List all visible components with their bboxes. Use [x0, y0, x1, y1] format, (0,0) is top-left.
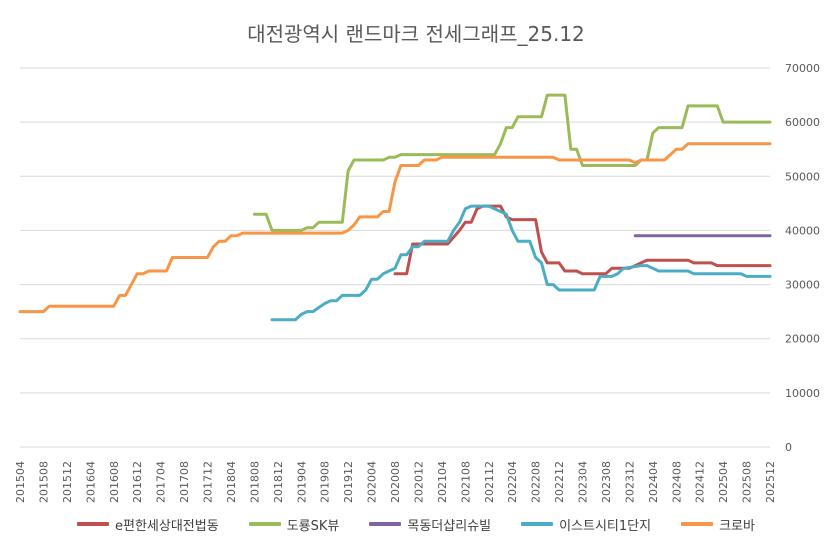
- x-tick-label: 201712: [202, 461, 215, 503]
- series-lines: [18, 93, 772, 322]
- x-tick-label: 202112: [483, 461, 496, 503]
- x-tick-label: 201608: [108, 461, 121, 503]
- x-tick-label: 201808: [248, 461, 261, 503]
- legend-item: 이스트시티1단지: [521, 515, 651, 534]
- x-tick-label: 202508: [741, 461, 754, 503]
- legend-label: 목동더샵리슈빌: [407, 518, 492, 534]
- legend-swatch: [681, 522, 714, 526]
- x-tick-label: 202012: [412, 461, 425, 503]
- y-tick-label: 0: [785, 441, 792, 454]
- legend-label: e편한세상대전법동: [115, 518, 219, 534]
- legend-swatch: [77, 522, 109, 526]
- x-tick-label: 201704: [155, 461, 168, 503]
- legend-item: e편한세상대전법동: [77, 515, 219, 534]
- legend-label: 도룡SK뷰: [286, 518, 340, 534]
- x-tick-label: 202208: [530, 461, 543, 503]
- x-tick-label: 202104: [436, 461, 449, 503]
- x-tick-label: 201708: [178, 461, 191, 503]
- x-tick-label: 202008: [389, 461, 402, 503]
- y-axis-tick-labels: 0 10000 20000 30000 40000 50000 60000 70000: [785, 62, 820, 454]
- y-tick-label: 10000: [785, 387, 820, 400]
- y-tick-label: 50000: [785, 170, 820, 183]
- legend-label: 이스트시티1단지: [559, 518, 652, 534]
- x-tick-label: 202312: [623, 461, 636, 503]
- y-tick-label: 70000: [785, 62, 820, 75]
- y-tick-label: 40000: [785, 224, 820, 237]
- x-tick-label: 201604: [84, 461, 97, 503]
- x-tick-label: 202212: [553, 461, 566, 503]
- x-tick-label: 202304: [577, 461, 590, 503]
- x-axis-tick-labels: 201504 201508 201512 201604 201608 201612 2017…: [14, 461, 777, 503]
- chart-title: 대전광역시 랜드마크 전세그래프_25.12: [247, 22, 585, 46]
- x-tick-label: 202308: [600, 461, 613, 503]
- x-tick-label: 201512: [61, 461, 74, 503]
- legend-item: 크로바: [681, 515, 755, 534]
- legend-item: 도룡SK뷰: [248, 515, 340, 534]
- x-tick-label: 202108: [459, 461, 472, 503]
- x-tick-label: 202204: [506, 461, 519, 503]
- x-tick-label: 202412: [694, 461, 707, 503]
- x-tick-label: 202504: [717, 461, 730, 503]
- legend-item: 목동더샵리슈빌: [369, 515, 491, 534]
- y-tick-label: 30000: [785, 279, 820, 292]
- y-tick-label: 60000: [785, 116, 820, 129]
- x-tick-label: 201908: [319, 461, 332, 503]
- legend-label: 크로바: [719, 518, 755, 534]
- x-tick-label: 201508: [37, 461, 50, 503]
- x-tick-label: 201912: [342, 461, 355, 503]
- x-tick-label: 201812: [272, 461, 285, 503]
- legend-swatch: [369, 522, 402, 526]
- x-tick-label: 201504: [14, 461, 27, 503]
- legend-swatch: [248, 522, 281, 526]
- x-tick-label: 202408: [670, 461, 683, 503]
- series-line-0: [393, 204, 772, 276]
- series-line-1: [252, 93, 772, 232]
- x-tick-label: 202512: [764, 461, 777, 503]
- x-tick-label: 201804: [225, 461, 238, 503]
- x-tick-label: 202004: [366, 461, 379, 503]
- x-tick-label: 202404: [647, 461, 660, 503]
- series-line-4: [18, 142, 772, 314]
- legend-swatch: [521, 522, 554, 526]
- y-tick-label: 20000: [785, 333, 820, 346]
- x-tick-label: 201904: [295, 461, 308, 503]
- gridlines: [20, 67, 770, 448]
- x-tick-label: 201612: [131, 461, 144, 503]
- legend: e편한세상대전법동 도룡SK뷰 목동더샵리슈빌 이스트시티1단지 크로바: [0, 512, 832, 536]
- series-line-3: [270, 204, 772, 322]
